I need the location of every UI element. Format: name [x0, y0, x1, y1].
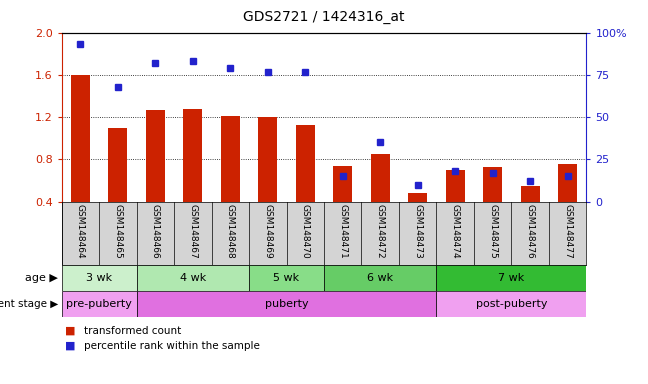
Text: 6 wk: 6 wk — [367, 273, 393, 283]
Bar — [521, 186, 540, 202]
Bar — [259, 117, 277, 202]
Text: transformed count: transformed count — [84, 326, 181, 336]
Text: 3 wk: 3 wk — [86, 273, 112, 283]
Text: pre-puberty: pre-puberty — [66, 299, 132, 309]
Bar — [437, 291, 586, 317]
Text: GSM148470: GSM148470 — [301, 204, 310, 258]
Text: GSM148467: GSM148467 — [189, 204, 197, 258]
Text: GSM148471: GSM148471 — [338, 204, 347, 258]
Bar — [446, 170, 465, 202]
Text: ■: ■ — [65, 326, 75, 336]
Bar — [559, 164, 577, 202]
Text: ■: ■ — [65, 341, 75, 351]
Text: post-puberty: post-puberty — [476, 299, 547, 309]
Bar — [483, 167, 502, 202]
Text: GSM148477: GSM148477 — [563, 204, 572, 258]
Bar — [62, 291, 137, 317]
Text: 5 wk: 5 wk — [273, 273, 299, 283]
Text: GSM148476: GSM148476 — [526, 204, 535, 258]
Bar — [62, 265, 137, 291]
Bar — [183, 109, 202, 202]
Text: 7 wk: 7 wk — [498, 273, 525, 283]
Bar — [137, 265, 249, 291]
Text: puberty: puberty — [264, 299, 308, 309]
Bar — [408, 193, 427, 202]
Bar — [71, 75, 89, 202]
Text: development stage ▶: development stage ▶ — [0, 299, 58, 309]
Text: GSM148475: GSM148475 — [488, 204, 497, 258]
Text: GSM148474: GSM148474 — [451, 204, 459, 258]
Bar — [371, 154, 389, 202]
Text: GSM148465: GSM148465 — [113, 204, 122, 258]
Bar — [108, 127, 127, 202]
Text: GSM148472: GSM148472 — [376, 204, 385, 258]
Text: GSM148466: GSM148466 — [151, 204, 160, 258]
Bar — [249, 265, 324, 291]
Bar — [333, 166, 352, 202]
Bar — [221, 116, 240, 202]
Bar — [437, 265, 586, 291]
Text: age ▶: age ▶ — [25, 273, 58, 283]
Text: GSM148469: GSM148469 — [263, 204, 272, 258]
Bar — [324, 265, 437, 291]
Bar — [296, 124, 315, 202]
Text: GSM148473: GSM148473 — [413, 204, 422, 258]
Text: GSM148468: GSM148468 — [226, 204, 235, 258]
Text: percentile rank within the sample: percentile rank within the sample — [84, 341, 260, 351]
Bar — [146, 110, 165, 202]
Text: GSM148464: GSM148464 — [76, 204, 85, 258]
Bar — [137, 291, 437, 317]
Text: 4 wk: 4 wk — [179, 273, 206, 283]
Text: GDS2721 / 1424316_at: GDS2721 / 1424316_at — [243, 10, 405, 23]
